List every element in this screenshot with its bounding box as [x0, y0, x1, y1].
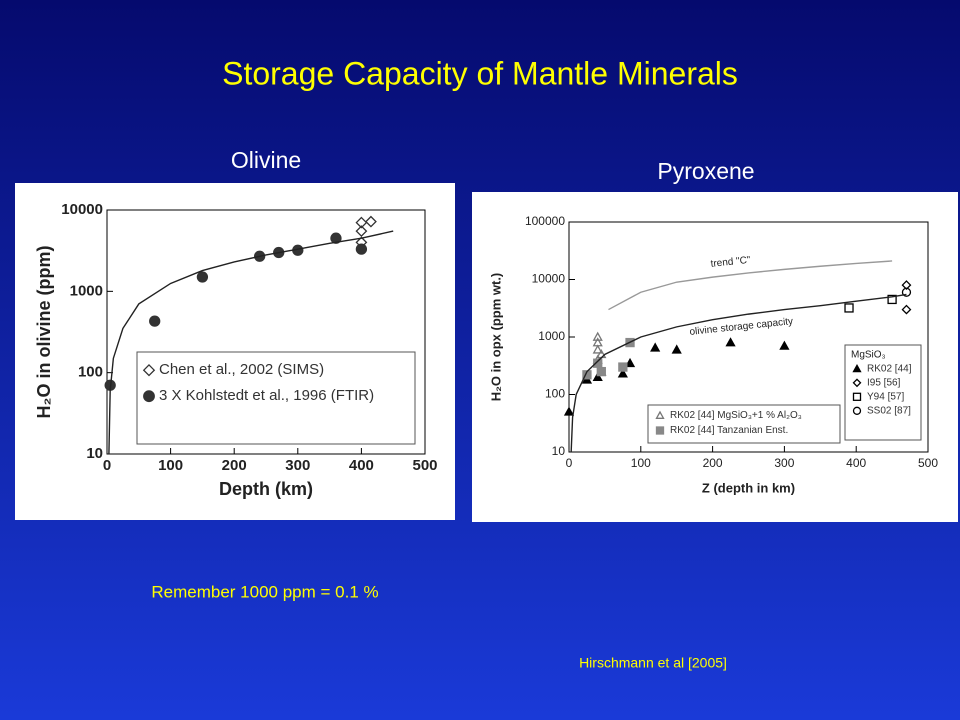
- marker: [592, 371, 603, 382]
- marker: [355, 216, 368, 229]
- marker: [887, 294, 897, 305]
- marker: [901, 287, 912, 297]
- trend-line: [108, 230, 394, 455]
- x-tick-label: 400: [846, 456, 866, 470]
- marker: [196, 271, 209, 283]
- x-tick-label: 200: [703, 456, 723, 470]
- note: Remember 1000 ppm = 0.1 %: [151, 582, 378, 601]
- legend-box: [647, 404, 841, 444]
- chart-title: Olivine: [231, 147, 301, 173]
- x-tick-label: 0: [103, 457, 111, 474]
- marker: [355, 225, 368, 238]
- y-tick-label: 1000: [70, 282, 103, 299]
- marker: [901, 304, 912, 315]
- y-tick-label: 100000: [525, 214, 565, 228]
- marker: [844, 303, 854, 313]
- x-tick-label: 500: [918, 456, 938, 470]
- chart-title: Pyroxene: [657, 158, 754, 184]
- marker: [592, 337, 603, 347]
- marker: [655, 410, 665, 419]
- marker: [852, 363, 862, 373]
- y-tick-label: 10000: [61, 201, 103, 218]
- legend-label: RK02 [44] MgSiO₃+1 % Al₂O₃: [670, 410, 802, 421]
- marker: [852, 392, 862, 401]
- legend-title: MgSiO₃: [851, 349, 886, 360]
- legend-label: I95 [56]: [867, 377, 901, 388]
- legend-box: [136, 351, 416, 445]
- y-tick-label: 1000: [538, 329, 565, 343]
- marker: [592, 344, 603, 354]
- plot-frame: [106, 209, 426, 455]
- slide-title: Storage Capacity of Mantle Minerals: [222, 55, 738, 91]
- y-tick-label: 100: [78, 364, 103, 381]
- legend-box: [844, 344, 922, 441]
- marker: [142, 364, 156, 377]
- x-tick-label: 500: [412, 457, 437, 474]
- marker: [563, 406, 575, 416]
- marker: [624, 357, 636, 368]
- legend-label: SS02 [87]: [867, 405, 911, 416]
- trend-line: [570, 293, 907, 453]
- marker: [330, 232, 342, 244]
- marker: [617, 368, 628, 378]
- marker: [779, 340, 790, 350]
- annotation: trend "C": [710, 255, 751, 270]
- marker: [355, 243, 368, 255]
- y-tick-label: 10: [552, 444, 566, 458]
- legend-label: RK02 [44]: [867, 363, 912, 374]
- legend-label: Y94 [57]: [867, 391, 904, 402]
- y-tick-label: 10: [86, 445, 103, 462]
- marker: [143, 390, 155, 403]
- x-tick-label: 100: [158, 457, 183, 474]
- legend-label: 3 X Kohlstedt et al., 1996 (FTIR): [159, 387, 374, 404]
- y-tick-label: 10000: [532, 272, 566, 286]
- x-tick-label: 300: [774, 456, 794, 470]
- marker: [655, 426, 665, 435]
- marker: [725, 337, 736, 347]
- marker: [365, 215, 377, 228]
- trend-line: [608, 260, 893, 311]
- x-tick-label: 200: [222, 457, 247, 474]
- x-tick-label: 100: [631, 456, 651, 470]
- legend-label: RK02 [44] Tanzanian Enst.: [670, 425, 788, 436]
- x-tick-label: 400: [349, 457, 374, 474]
- marker: [901, 280, 912, 290]
- x-axis-label: Z (depth in km): [702, 480, 795, 495]
- marker: [596, 366, 606, 377]
- marker: [650, 342, 661, 352]
- marker: [618, 362, 628, 372]
- marker: [852, 406, 862, 415]
- x-tick-label: 0: [566, 456, 573, 470]
- legend-label: Chen et al., 2002 (SIMS): [159, 361, 324, 378]
- y-axis-label: H₂O in olivine (ppm): [34, 245, 54, 418]
- x-axis-label: Depth (km): [219, 479, 313, 499]
- y-tick-label: 100: [545, 387, 565, 401]
- marker: [592, 331, 603, 341]
- y-axis-label: H₂O in opx (ppm wt.): [488, 273, 503, 402]
- citation: Hirschmann et al [2005]: [579, 655, 727, 671]
- x-tick-label: 300: [285, 457, 310, 474]
- marker: [671, 344, 682, 354]
- marker: [852, 378, 862, 388]
- marker: [149, 315, 161, 327]
